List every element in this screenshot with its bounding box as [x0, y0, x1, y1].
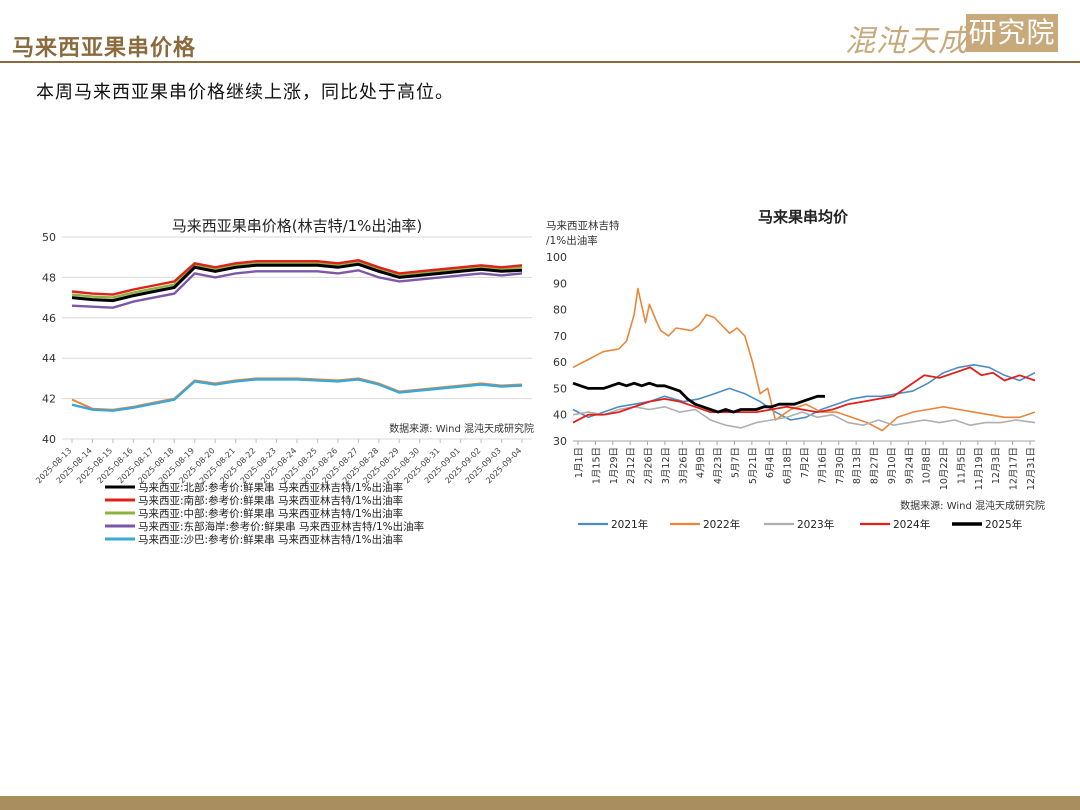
- y-tick-label: 42: [42, 393, 56, 406]
- legend-label: 2025年: [985, 518, 1022, 531]
- x-tick-label: 4月9日: [696, 447, 707, 478]
- series-line-4: [572, 381, 825, 414]
- legend-label: 2023年: [797, 518, 834, 531]
- x-tick-label: 7月16日: [817, 447, 828, 484]
- fresh-fruit-bunch-price-chart: 马来西亚果串价格(林吉特/1%出油率)4042444648502025-08-1…: [34, 217, 534, 546]
- y-tick-label: 48: [42, 271, 56, 284]
- x-tick-label: 11月5日: [956, 447, 967, 484]
- series-line-3: [71, 269, 523, 309]
- logo-text: 混沌天成: [845, 24, 969, 59]
- x-tick-label: 11月19日: [974, 447, 985, 490]
- series-line-2: [572, 406, 1036, 429]
- legend-label: 马来西亚:南部:参考价:鲜果串 马来西亚林吉特/1%出油率: [138, 494, 403, 507]
- series-line-overlay: [71, 377, 523, 411]
- x-tick-label: 8月13日: [852, 447, 863, 484]
- x-tick-label: 3月26日: [678, 447, 689, 484]
- x-tick-label: 2月26日: [644, 447, 655, 484]
- legend-label: 马来西亚:北部:参考价:鲜果串 马来西亚林吉特/1%出油率: [138, 481, 403, 494]
- chart-title: 马来果串均价: [758, 208, 849, 226]
- x-tick-label: 1月1日: [574, 447, 585, 478]
- footer-bar: [0, 796, 1080, 810]
- legend-label: 马来西亚:中部:参考价:鲜果串 马来西亚林吉特/1%出油率: [138, 507, 403, 520]
- series-line-1: [572, 287, 1036, 432]
- x-tick-label: 9月24日: [904, 447, 915, 484]
- legend-label: 马来西亚:沙巴:参考价:鲜果串 马来西亚林吉特/1%出油率: [138, 533, 403, 546]
- series-line-1: [71, 258, 523, 296]
- logo-box-text: 研究院: [966, 14, 1058, 52]
- summary-text: 本周马来西亚果串价格继续上涨，同比处于高位。: [36, 82, 454, 103]
- y-tick-label: 44: [42, 352, 56, 365]
- y-tick-label: 50: [42, 231, 56, 244]
- y-tick-label: 70: [553, 330, 567, 343]
- y-tick-label: 80: [553, 304, 567, 317]
- y-axis-label: 马来西亚林吉特: [546, 219, 620, 232]
- series-line-2: [71, 261, 523, 299]
- y-axis-label: /1%出油率: [546, 234, 598, 247]
- x-tick-label: 12月17日: [1009, 447, 1020, 490]
- x-tick-label: 8月27日: [870, 447, 881, 484]
- legend-label: 马来西亚:东部海岸:参考价:鲜果串 马来西亚林吉特/1%出油率: [138, 520, 424, 533]
- y-tick-label: 100: [546, 251, 567, 264]
- x-tick-label: 2月12日: [626, 447, 637, 484]
- y-tick-label: 60: [553, 356, 567, 369]
- y-tick-label: 30: [553, 435, 567, 448]
- x-tick-label: 5月7日: [730, 447, 741, 478]
- brand-logo: 混沌天成 研究院: [845, 12, 1060, 59]
- legend-label: 2022年: [703, 518, 740, 531]
- y-tick-label: 90: [553, 277, 567, 290]
- x-tick-label: 3月12日: [661, 447, 672, 484]
- series-line-0: [71, 262, 523, 303]
- source-note: 数据来源: Wind 混沌天成研究院: [389, 422, 534, 435]
- series-line-3: [572, 366, 1036, 424]
- y-tick-label: 46: [42, 312, 56, 325]
- x-tick-label: 9月10日: [887, 447, 898, 484]
- x-tick-label: 12月3日: [991, 447, 1002, 484]
- x-tick-label: 6月4日: [765, 447, 776, 478]
- x-tick-label: 7月2日: [800, 447, 811, 478]
- legend-label: 2021年: [611, 518, 648, 531]
- y-tick-label: 40: [553, 409, 567, 422]
- legend-label: 2024年: [893, 518, 930, 531]
- series-line-4: [71, 378, 523, 412]
- page-title: 马来西亚果串价格: [12, 36, 197, 61]
- x-tick-label: 4月23日: [713, 447, 724, 484]
- x-tick-label: 10月8日: [922, 447, 933, 484]
- x-tick-label: 6月18日: [783, 447, 794, 484]
- series-line-0: [572, 364, 1036, 421]
- y-tick-label: 50: [553, 382, 567, 395]
- x-tick-label: 5月21日: [748, 447, 759, 484]
- y-tick-label: 40: [42, 433, 56, 446]
- x-tick-label: 1月15日: [591, 447, 602, 484]
- x-tick-label: 10月22日: [939, 447, 950, 490]
- x-tick-label: 1月29日: [609, 447, 620, 484]
- header-divider: [0, 61, 1080, 63]
- source-note: 数据来源: Wind 混沌天成研究院: [900, 499, 1045, 512]
- x-tick-label: 12月31日: [1026, 447, 1037, 490]
- chart-title: 马来西亚果串价格(林吉特/1%出油率): [172, 217, 423, 235]
- x-tick-label: 7月30日: [835, 447, 846, 484]
